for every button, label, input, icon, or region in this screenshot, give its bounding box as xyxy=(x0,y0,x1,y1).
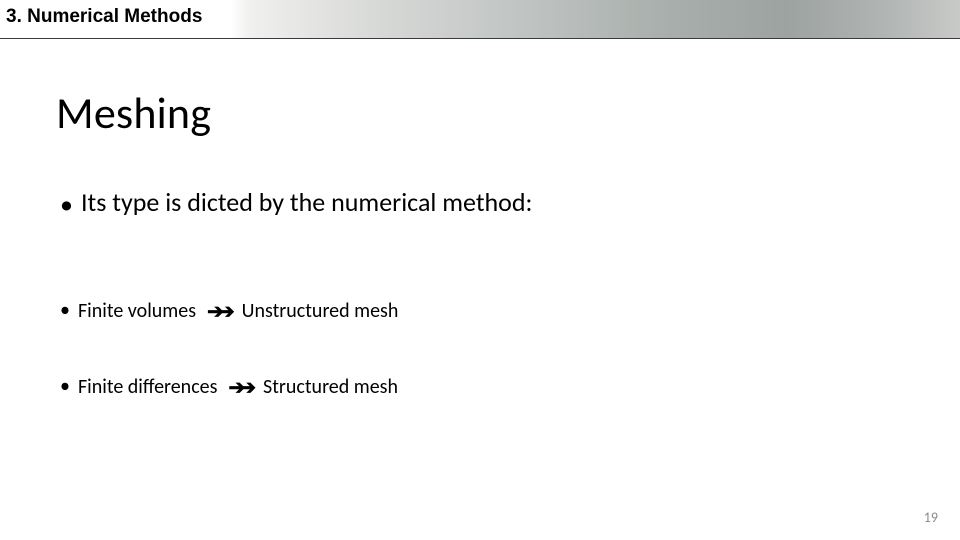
section-label: 3. Numerical Methods xyxy=(6,6,202,28)
lead-bullet-text: Its type is dicted by the numerical meth… xyxy=(81,186,533,218)
bullet-marker: • xyxy=(60,375,70,397)
arrow-right-icon: ➔➔ xyxy=(207,301,229,323)
arrow-right-icon: ➔➔ xyxy=(228,377,250,399)
sub-bullet-left: Finite volumes xyxy=(78,299,196,323)
sub-bullet-0: • Finite volumes ➔➔ Unstructured mesh xyxy=(60,300,398,322)
page-number: 19 xyxy=(924,509,938,526)
sub-bullet-1: • Finite differences ➔➔ Structured mesh xyxy=(60,376,398,398)
bullet-marker: • xyxy=(60,299,70,321)
lead-bullet: • Its type is dicted by the numerical met… xyxy=(60,188,533,219)
sub-bullet-right: Unstructured mesh xyxy=(242,299,399,323)
sub-bullet-right: Structured mesh xyxy=(263,375,398,399)
bullet-marker: • xyxy=(60,190,73,219)
sub-bullet-left: Finite differences xyxy=(78,375,217,399)
slide-title: Meshing xyxy=(56,86,211,140)
